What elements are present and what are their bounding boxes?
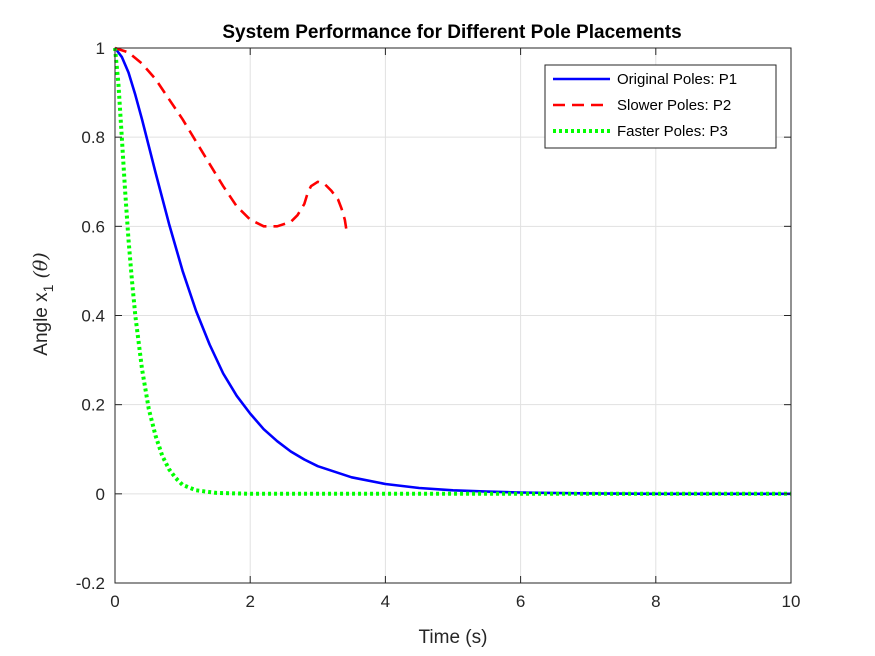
x-tick-label: 6 [516,592,525,611]
legend-label-3: Faster Poles: P3 [617,123,728,140]
series-lines [113,46,791,496]
tick-labels: 0 2 4 6 8 10 -0.2 0 0.2 0.4 0.6 0.8 1 [76,39,801,611]
y-tick-label: 0 [96,485,105,504]
legend-label-1: Original Poles: P1 [617,71,737,88]
x-tick-label: 10 [782,592,801,611]
series-line-2 [114,46,348,229]
chart-title: System Performance for Different Pole Pl… [222,22,681,43]
y-tick-label: 1 [96,39,105,58]
y-axis-label-subscript: 1 [40,284,56,292]
legend-label-2: Slower Poles: P2 [617,97,731,114]
y-axis-label: Angle x1 (θ) [30,252,56,355]
series-line-3 [113,47,791,496]
y-axis-label-symbol: (θ) [30,252,52,278]
legend-entries: Original Poles: P1 Slower Poles: P2 Faster… [553,71,737,140]
y-tick-label: 0.6 [81,217,105,236]
x-tick-label: 0 [110,592,119,611]
x-tick-label: 2 [245,592,254,611]
y-tick-label: -0.2 [76,574,105,593]
x-tick-label: 4 [381,592,390,611]
x-tick-label: 8 [651,592,660,611]
x-axis-label: Time (s) [419,627,488,648]
y-axis-label-text: Angle x1 (θ) [30,252,56,355]
y-tick-label: 0.2 [81,396,105,415]
y-tick-label: 0.4 [81,307,105,326]
y-tick-label: 0.8 [81,128,105,147]
y-axis-label-main: Angle x [31,292,52,356]
legend: Original Poles: P1 Slower Poles: P2 Faster… [544,64,777,149]
axes [114,47,792,584]
